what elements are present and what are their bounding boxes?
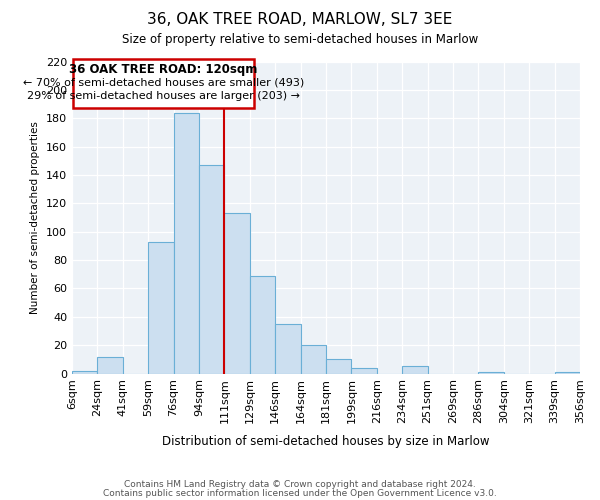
Text: ← 70% of semi-detached houses are smaller (493): ← 70% of semi-detached houses are smalle… — [23, 77, 304, 87]
FancyBboxPatch shape — [73, 58, 254, 108]
Bar — [554, 372, 580, 374]
Bar — [250, 276, 275, 374]
Bar — [97, 356, 123, 374]
Bar — [72, 370, 97, 374]
Y-axis label: Number of semi-detached properties: Number of semi-detached properties — [30, 121, 40, 314]
Text: 36 OAK TREE ROAD: 120sqm: 36 OAK TREE ROAD: 120sqm — [69, 63, 257, 76]
Bar — [326, 360, 352, 374]
Text: 29% of semi-detached houses are larger (203) →: 29% of semi-detached houses are larger (… — [27, 92, 300, 102]
Text: Contains HM Land Registry data © Crown copyright and database right 2024.: Contains HM Land Registry data © Crown c… — [124, 480, 476, 489]
Bar — [402, 366, 428, 374]
Bar — [199, 165, 224, 374]
Bar — [275, 324, 301, 374]
Bar — [301, 345, 326, 374]
Bar — [148, 242, 173, 374]
Bar — [173, 112, 199, 374]
Bar — [352, 368, 377, 374]
Bar — [224, 214, 250, 374]
X-axis label: Distribution of semi-detached houses by size in Marlow: Distribution of semi-detached houses by … — [162, 434, 490, 448]
Text: 36, OAK TREE ROAD, MARLOW, SL7 3EE: 36, OAK TREE ROAD, MARLOW, SL7 3EE — [148, 12, 452, 28]
Text: Size of property relative to semi-detached houses in Marlow: Size of property relative to semi-detach… — [122, 32, 478, 46]
Bar — [478, 372, 504, 374]
Text: Contains public sector information licensed under the Open Government Licence v3: Contains public sector information licen… — [103, 489, 497, 498]
